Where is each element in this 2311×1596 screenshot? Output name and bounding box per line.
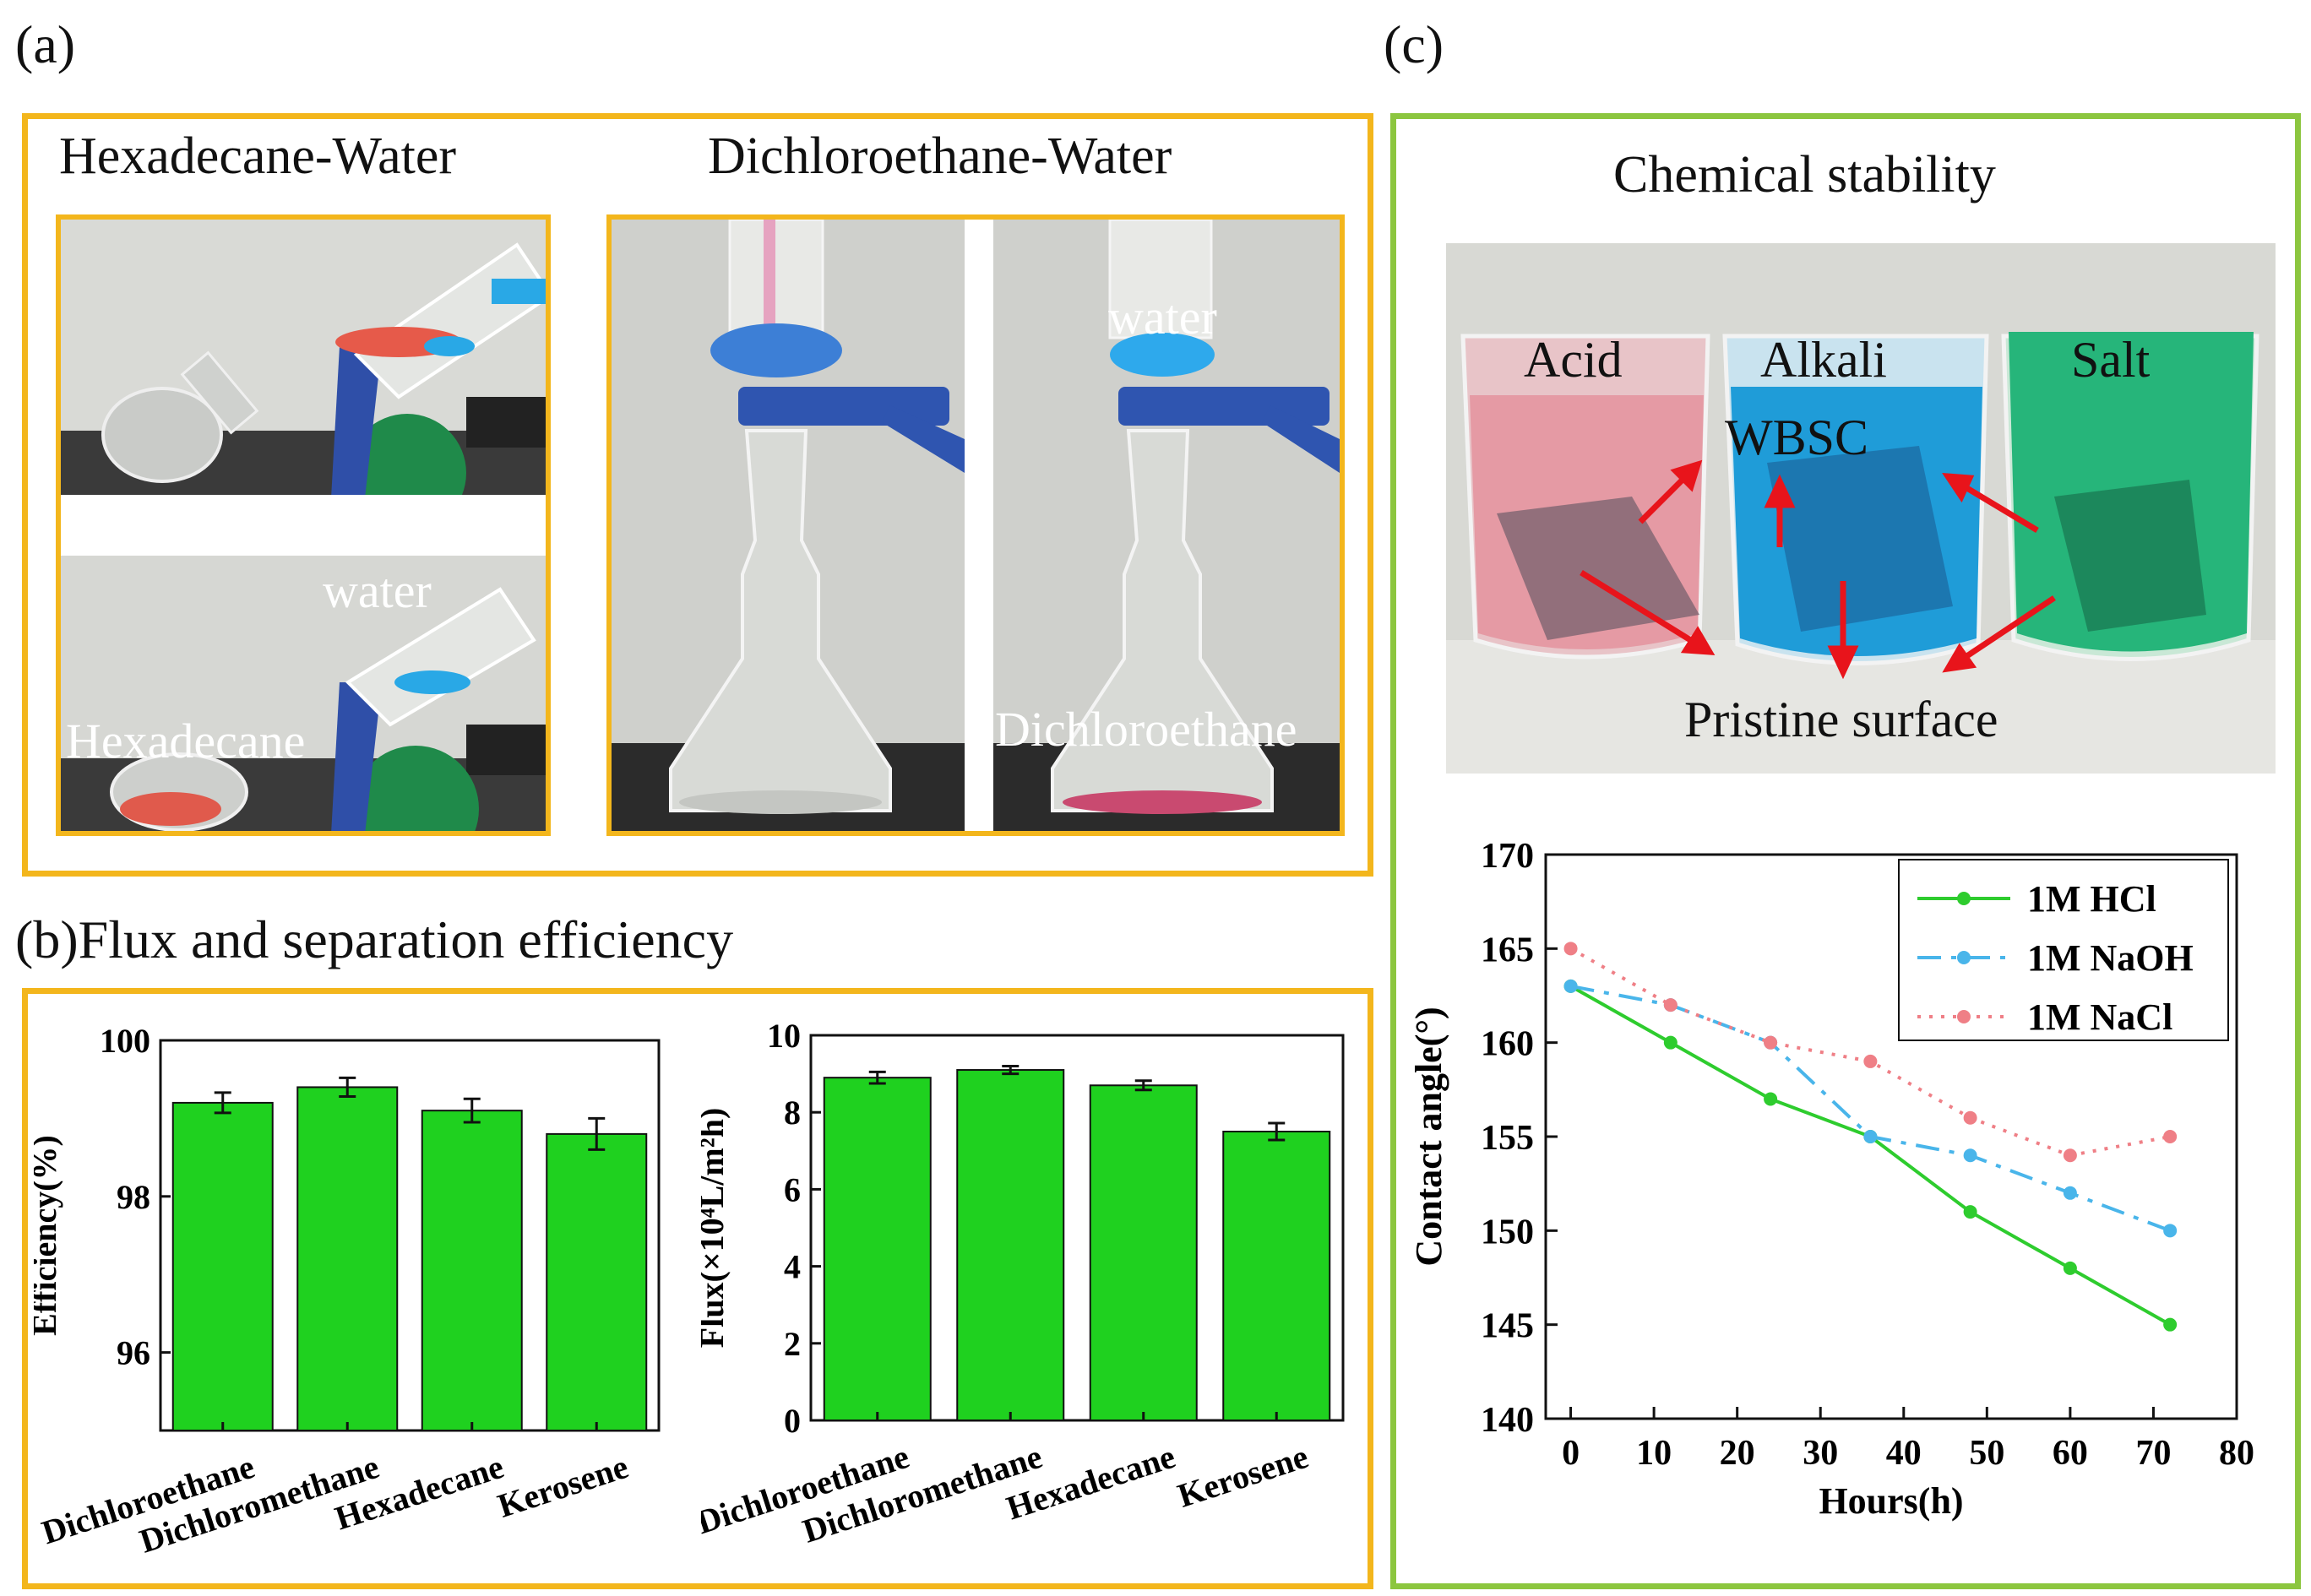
efficiency-xtick-label: Kerosene xyxy=(493,1447,633,1525)
flux-ytick-label: 8 xyxy=(784,1094,801,1132)
legend-marker-2 xyxy=(1957,1010,1971,1023)
flux-ytick-label: 2 xyxy=(784,1325,801,1363)
series-point-0 xyxy=(2063,1261,2077,1275)
hexadecane-photo-top xyxy=(56,214,551,495)
flux-bar-chart: 0246810DichloroethaneDichloromethaneHexa… xyxy=(701,1017,1345,1550)
efficiency-plot-frame xyxy=(159,1039,661,1432)
contact-angle-xtick-label: 70 xyxy=(2135,1434,2171,1473)
contact-angle-xtick-label: 10 xyxy=(1636,1434,1672,1473)
contact-angle-xtick-label: 50 xyxy=(1969,1434,2004,1473)
efficiency-bar xyxy=(546,1132,648,1431)
efficiency-bar xyxy=(421,1110,523,1431)
efficiency-bar-chart: 9698100DichloroethaneDichloromethaneHexa… xyxy=(34,1022,661,1561)
contact-angle-xtick-label: 60 xyxy=(2053,1434,2088,1473)
efficiency-bar xyxy=(296,1086,399,1431)
beakers-photo-art xyxy=(1446,243,2276,774)
acid-label: Acid xyxy=(1524,332,1623,388)
legend-label-0: 1M HCl xyxy=(2027,878,2156,920)
legend-marker-0 xyxy=(1957,892,1971,905)
chemical-stability-heading: Chemical stability xyxy=(1613,146,1996,204)
legend-label-2: 1M NaCl xyxy=(2027,996,2172,1038)
series-point-0 xyxy=(1764,1092,1778,1106)
efficiency-ytick-label: 96 xyxy=(117,1334,150,1372)
series-point-2 xyxy=(2063,1148,2077,1163)
contact-angle-ytick-label: 150 xyxy=(1481,1213,1534,1251)
series-point-2 xyxy=(2163,1130,2178,1143)
contact-angle-xtick-label: 80 xyxy=(2219,1434,2254,1473)
dichloroethane-photo-art xyxy=(612,220,1340,831)
flux-bar xyxy=(823,1077,932,1421)
alkali-label: Alkali xyxy=(1760,332,1887,388)
contact-angle-xtick-label: 0 xyxy=(1562,1434,1580,1473)
efficiency-ytick-label: 98 xyxy=(117,1178,150,1216)
hexadecane-photo-bottom-art xyxy=(61,556,546,831)
legend-marker-1 xyxy=(1957,951,1971,964)
flux-ylabel: Flux(×10⁴L/m²h) xyxy=(701,1108,731,1349)
panel-c-frame xyxy=(1390,113,2301,1589)
water-label-1: water xyxy=(323,563,432,618)
hexadecane-photo-top-art xyxy=(61,220,546,495)
series-point-1 xyxy=(1563,979,1578,993)
contact-angle-ytick-label: 165 xyxy=(1481,931,1534,969)
contact-angle-xlabel: Hours(h) xyxy=(1819,1480,1963,1522)
series-point-0 xyxy=(2163,1317,2178,1332)
series-point-2 xyxy=(1764,1035,1778,1050)
efficiency-ytick-label: 100 xyxy=(100,1022,150,1060)
flux-ytick-label: 4 xyxy=(784,1248,801,1286)
series-point-0 xyxy=(1963,1205,1977,1219)
series-point-1 xyxy=(1863,1130,1878,1143)
efficiency-bar xyxy=(171,1101,274,1431)
contact-angle-ytick-label: 140 xyxy=(1481,1401,1534,1440)
hexadecane-photo-bottom: water Hexadecane xyxy=(56,556,551,836)
contact-angle-ytick-label: 170 xyxy=(1481,837,1534,876)
hexadecane-water-heading: Hexadecane-Water xyxy=(59,128,456,185)
flux-xtick-label: Kerosene xyxy=(1173,1437,1313,1515)
panel-a-frame xyxy=(22,113,1373,877)
hexadecane-label: Hexadecane xyxy=(66,714,306,768)
series-point-1 xyxy=(2063,1186,2077,1200)
contact-angle-line-chart: 140 145 150 155 160 165 170 0 10 20 30 40 50 60 70 80 Ho… xyxy=(1408,837,2254,1522)
dichloroethane-photo-frame: water Dichloroethane xyxy=(606,214,1345,836)
contact-angle-xtick-label: 20 xyxy=(1720,1434,1755,1473)
panel-b-frame xyxy=(22,988,1373,1589)
salt-label: Salt xyxy=(2071,332,2151,388)
panel-a-label: (a) xyxy=(15,14,76,74)
contact-angle-xtick-label: 40 xyxy=(1886,1434,1922,1473)
contact-angle-ytick-label: 160 xyxy=(1481,1025,1534,1064)
series-point-0 xyxy=(1663,1035,1678,1050)
flux-bar xyxy=(1089,1084,1198,1421)
efficiency-ylabel: Efficiency(%) xyxy=(34,1135,63,1336)
panel-c-label: (c) xyxy=(1384,14,1444,74)
contact-angle-ytick-label: 155 xyxy=(1481,1119,1534,1158)
series-point-1 xyxy=(2163,1224,2178,1238)
flux-ytick-label: 10 xyxy=(767,1017,801,1055)
panel-b-label: (b)Flux and separation efficiency xyxy=(15,909,734,969)
series-point-2 xyxy=(1863,1054,1878,1068)
legend-label-1: 1M NaOH xyxy=(2027,937,2194,979)
series-point-2 xyxy=(1663,998,1678,1012)
contact-angle-ytick-label: 145 xyxy=(1481,1307,1534,1346)
flux-ytick-label: 6 xyxy=(784,1170,801,1208)
series-point-2 xyxy=(1963,1110,1977,1125)
beakers-photo: Acid Alkali Salt WBSC Pristine surface xyxy=(1446,243,2276,774)
flux-ytick-label: 0 xyxy=(784,1402,801,1440)
series-line-2 xyxy=(1569,947,2171,1158)
contact-angle-xtick-label: 30 xyxy=(1803,1434,1838,1473)
contact-angle-ylabel: Contact angle(°) xyxy=(1408,1007,1449,1266)
flux-bar xyxy=(956,1069,1065,1421)
series-point-2 xyxy=(1563,942,1578,956)
hexadecane-photo-gap xyxy=(56,495,551,556)
wbsc-label: WBSC xyxy=(1725,410,1869,465)
dichloroethane-label: Dichloroethane xyxy=(995,702,1297,757)
dichloroethane-water-heading: Dichloroethane-Water xyxy=(708,128,1172,185)
pristine-surface-label: Pristine surface xyxy=(1684,692,1998,747)
flux-bar xyxy=(1222,1131,1331,1421)
series-point-1 xyxy=(1963,1148,1977,1163)
legend-box xyxy=(1898,859,2229,1041)
flux-plot-frame xyxy=(809,1034,1345,1422)
water-label-2: water xyxy=(1108,290,1217,345)
